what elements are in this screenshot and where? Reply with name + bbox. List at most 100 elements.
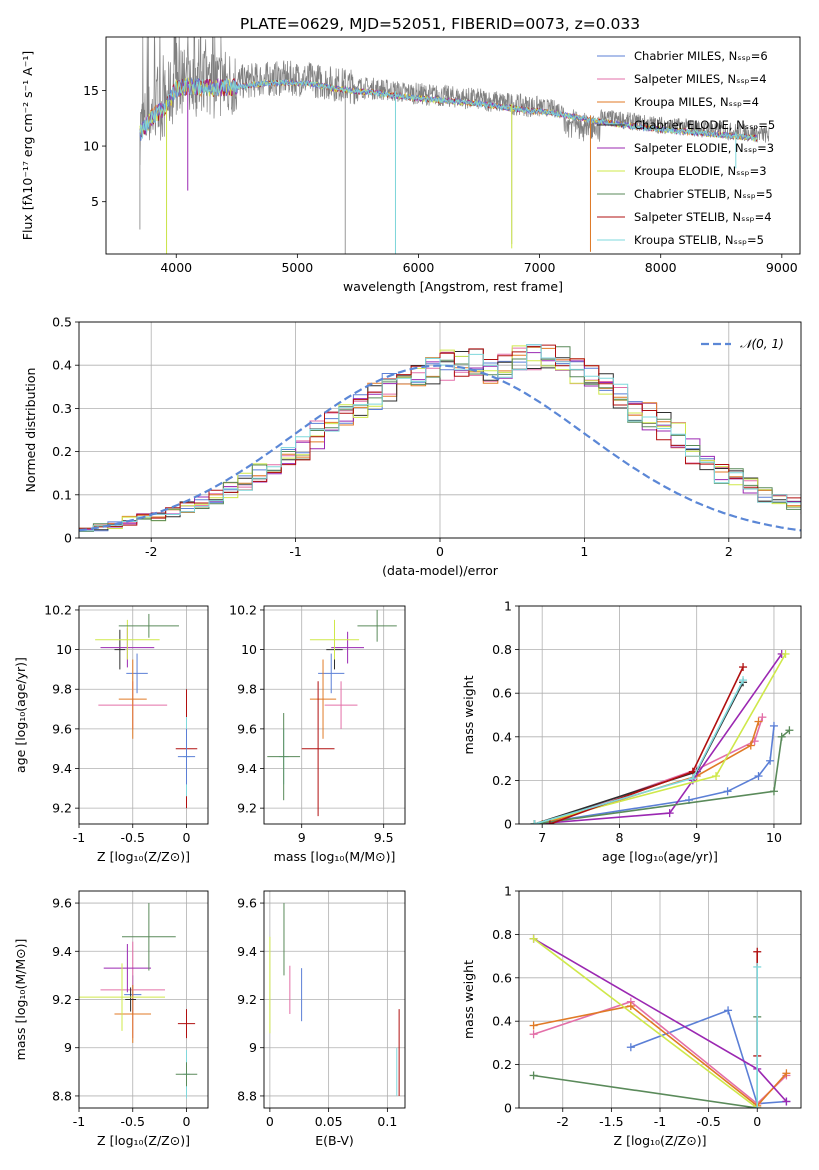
y-axis-label: mass weight [461, 960, 476, 1039]
weight-line-kroupa_elodie [534, 653, 787, 824]
legend-label-chabrier_elodie: Chabrier ELODIE, Nₛₛₚ=5 [634, 118, 775, 132]
x-axis-label: E(B-V) [315, 1133, 354, 1148]
x-tick-label: -0.5 [121, 830, 145, 845]
x-tick-label: 6000 [403, 260, 435, 275]
plot-area [267, 609, 397, 817]
x-tick-label: 9000 [766, 260, 798, 275]
x-tick-label: 7000 [524, 260, 556, 275]
x-axis-label: Z [log₁₀(Z/Z⊙)] [614, 1133, 707, 1148]
x-tick-label: 0.1 [377, 1114, 397, 1129]
plot-area [530, 649, 794, 824]
y-tick-label: 9.6 [52, 896, 72, 911]
y-tick-label: 15 [83, 83, 99, 98]
axes-frame [518, 605, 802, 825]
axes-frame [263, 605, 406, 825]
x-tick-label: 8 [615, 830, 623, 845]
x-tick-label: 0 [436, 544, 444, 559]
normal-curve-line [79, 364, 801, 532]
plot-area [95, 613, 198, 809]
panel-weight_vs_z: -2 -1.5 -1 -0.5 0 0 0.2 0.4 0.6 0.8 1 Z [log₁₀(Z/Z⊙… [461, 884, 802, 1148]
x-tick-label: 7 [538, 830, 546, 845]
panel-spectrum: 4000 5000 6000 7000 8000 9000 5 10 15 wavelength … [20, 36, 801, 294]
axes-frame [78, 321, 802, 539]
x-axis-label: Z [log₁₀(Z/Z⊙)] [97, 1133, 190, 1148]
x-tick-label: -1 [289, 544, 301, 559]
legend-label-salpeter_stelib: Salpeter STELIB, Nₛₛₚ=4 [634, 210, 772, 224]
y-axis-label: age [log₁₀(age/yr)] [13, 657, 28, 773]
weight-line-chabrier_miles [534, 725, 775, 824]
x-tick-label: -2 [557, 1114, 569, 1129]
weight-line-kroupa_miles [533, 1005, 787, 1107]
y-tick-label: 5 [91, 194, 99, 209]
legend-label-chabrier_miles: Chabrier MILES, Nₛₛₚ=6 [634, 49, 768, 63]
panel-residuals: -2 -1 0 1 2 0 0.1 0.2 0.3 0.4 0.5 (data-model)/erro… [23, 315, 802, 578]
y-tick-label: 0.2 [492, 1057, 512, 1072]
legend-label-kroupa_stelib: Kroupa STELIB, Nₛₛₚ=5 [634, 233, 764, 247]
x-tick-label: 9 [693, 830, 701, 845]
y-tick-label: 9.8 [237, 682, 257, 697]
y-tick-label: 10.2 [229, 602, 257, 617]
panel-age_vs_z: -1 -0.5 0 9.2 9.4 9.6 9.8 10 10.2 Z [log₁₀(Z/Z⊙)]… [13, 602, 209, 864]
x-tick-label: -1 [73, 1114, 85, 1129]
legend-label-chabrier_stelib: Chabrier STELIB, Nₛₛₚ=5 [634, 187, 773, 201]
y-tick-label: 0.4 [492, 1014, 512, 1029]
y-tick-label: 9 [249, 1040, 257, 1055]
figure-title: PLATE=0629, MJD=52051, FIBERID=0073, z=0… [240, 15, 640, 33]
axes-frame [105, 36, 801, 255]
y-tick-label: 9.4 [52, 944, 72, 959]
model-spectrum-kroupa_stelib [139, 78, 758, 141]
plot-area [139, 37, 770, 254]
plot-area [79, 903, 198, 1099]
x-tick-label: 0 [183, 830, 191, 845]
histogram-chabrier_miles [79, 344, 801, 538]
y-axis-label: Normed distribution [23, 368, 38, 493]
panel-mass_vs_ebv: 0 0.05 0.1 8.8 9 9.2 9.4 9.6 E(B-V) [237, 890, 406, 1148]
y-tick-label: 0.8 [492, 927, 512, 942]
x-tick-label: 0 [753, 1114, 761, 1129]
y-tick-label: 0.5 [52, 315, 72, 330]
histogram-kroupa_stelib [79, 344, 801, 538]
x-tick-label: 0 [183, 1114, 191, 1129]
y-tick-label: 0.2 [492, 773, 512, 788]
panel-mass_vs_z: -1 -0.5 0 8.8 9 9.2 9.4 9.6 Z [log₁₀(Z/Z⊙)] mass … [13, 890, 209, 1148]
y-axis-label: mass [log₁₀(M/M⊙)] [13, 939, 28, 1061]
x-tick-label: -1 [654, 1114, 666, 1129]
y-tick-label: 1 [504, 884, 512, 899]
y-tick-label: 10 [241, 642, 257, 657]
x-tick-label: 0 [266, 1114, 274, 1129]
axes-frame [78, 605, 209, 825]
plot-area [269, 903, 400, 1096]
y-tick-label: 0.3 [52, 401, 72, 416]
y-tick-label: 0.4 [52, 358, 72, 373]
legend-label-kroupa_elodie: Kroupa ELODIE, Nₛₛₚ=3 [634, 164, 767, 178]
y-tick-label: 0.8 [492, 642, 512, 657]
x-tick-label: -0.5 [121, 1114, 145, 1129]
histogram-kroupa_miles [79, 346, 801, 538]
histogram-salpeter_miles [79, 347, 801, 538]
y-tick-label: 0.4 [492, 729, 512, 744]
axes-frame [263, 890, 406, 1109]
x-axis-label: age [log₁₀(age/yr)] [602, 849, 718, 864]
y-tick-label: 9.6 [237, 896, 257, 911]
weight-line-salpeter_elodie [534, 653, 783, 824]
x-tick-label: 9 [298, 830, 306, 845]
legend-label-salpeter_miles: Salpeter MILES, Nₛₛₚ=4 [634, 72, 767, 86]
weight-line-chabrier_miles [630, 1009, 787, 1105]
panel-age_vs_mass: 9 9.5 9.2 9.4 9.6 9.8 10 10.2 mass [log₁₀(M/M⊙)] [229, 602, 406, 864]
y-tick-label: 9.6 [237, 721, 257, 736]
y-tick-label: 9.2 [52, 992, 72, 1007]
x-tick-label: 2 [725, 544, 733, 559]
y-tick-label: 0.6 [492, 970, 512, 985]
y-tick-label: 9.2 [237, 992, 257, 1007]
y-tick-label: 0.2 [52, 444, 72, 459]
x-axis-label: (data-model)/error [382, 563, 499, 578]
panel-weight_vs_age: 7 8 9 10 0 0.2 0.4 0.6 0.8 1 age [log₁₀(age/yr)] ma… [461, 599, 802, 864]
weight-line-chabrier_stelib [533, 1016, 758, 1108]
weight-line-kroupa_elodie [533, 938, 758, 1108]
y-tick-label: 10 [56, 642, 72, 657]
legend-label-kroupa_miles: Kroupa MILES, Nₛₛₚ=4 [634, 95, 759, 109]
x-tick-label: -1 [73, 830, 85, 845]
y-tick-label: 9.4 [52, 761, 72, 776]
x-tick-label: 8000 [645, 260, 677, 275]
